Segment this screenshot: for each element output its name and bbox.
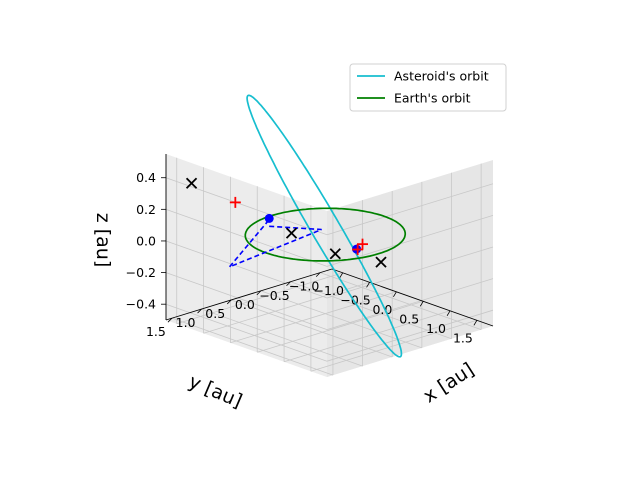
- y-tick-label: 0.5: [205, 306, 225, 321]
- y-tick-label: 0.0: [235, 297, 255, 312]
- grid-lines: [165, 157, 494, 376]
- y-tick-label: 1.0: [176, 315, 196, 330]
- x-axis-label: x [au]: [419, 359, 478, 408]
- marker-x-0: [185, 177, 198, 189]
- marker-plus-5: [357, 238, 369, 250]
- series-line-0: [246, 94, 403, 358]
- y-tick-label: −1.0: [289, 279, 319, 294]
- grid-line-y-floor: [231, 299, 393, 358]
- grid-line-z-back-x: [326, 309, 494, 362]
- grid-line-y-floor: [201, 308, 363, 367]
- grid-line-z-back-y: [165, 303, 328, 362]
- grid-line-y-floor: [260, 290, 422, 349]
- z-tick-labels: −0.4 −0.2 0.0 0.2 0.4: [126, 170, 166, 312]
- x-tick-mark: [419, 301, 424, 307]
- y-tick-label: −0.5: [259, 288, 289, 303]
- x-tick-mark: [339, 272, 344, 279]
- grid-line-z-back-x: [326, 183, 494, 236]
- y-tick-labels: −1.0−0.5 0.0 0.5 1.0 1.5: [146, 272, 321, 339]
- z-tick-label: −0.4: [126, 297, 156, 312]
- grid-line-y-floor: [320, 272, 482, 331]
- axis-lines: [165, 154, 494, 327]
- y-tick-mark: [286, 281, 291, 287]
- grid-line-x-floor: [203, 281, 370, 334]
- back-pane-y: [166, 154, 327, 377]
- grid-line-x-floor: [257, 300, 424, 353]
- x-tick-label: 1.0: [426, 321, 446, 336]
- z-tick-label: 0.4: [136, 170, 156, 185]
- grid-line-z-back-y: [165, 272, 328, 330]
- grid-line-x-floor: [176, 272, 343, 325]
- z-tick-label: 0.0: [136, 233, 156, 248]
- x-tick-mark: [393, 291, 397, 298]
- x-tick-label: 1.5: [453, 330, 473, 345]
- grid-line-z-back-x: [326, 278, 494, 330]
- grid-line-x-floor: [283, 310, 451, 363]
- grid-line-y-floor: [290, 281, 452, 340]
- grid-line-z-back-y: [165, 208, 328, 267]
- x-tick-label: −0.5: [340, 292, 370, 307]
- markers-layer: [185, 177, 387, 268]
- grid-line-z-back-x: [326, 214, 494, 267]
- y-tick-label: 1.5: [146, 324, 166, 339]
- y-tick-mark: [256, 290, 262, 296]
- grid-line-x-floor: [230, 291, 397, 344]
- grid-line-z-back-y: [165, 177, 328, 236]
- grid-line-z-back-y: [165, 240, 328, 299]
- transfer-path-line: [228, 215, 322, 268]
- y-tick-mark: [197, 308, 202, 314]
- z-tick-label: 0.2: [136, 202, 156, 217]
- legend-box: [349, 63, 507, 112]
- y-axis-line: [165, 268, 333, 321]
- legend-label-earth: Earth's orbit: [394, 91, 471, 106]
- legend-label-asteroid: Asteroid's orbit: [394, 69, 489, 84]
- marker-x-1: [329, 248, 341, 260]
- y-tick-mark: [226, 299, 232, 305]
- y-axis-label: y [au]: [185, 370, 245, 412]
- y-tick-mark: [167, 317, 173, 323]
- z-axis-label: z [au]: [92, 213, 114, 268]
- marker-dot-6: [264, 213, 274, 223]
- x-tick-label: −1.0: [314, 283, 344, 298]
- x-tick-mark: [446, 310, 451, 317]
- z-tick-label: −0.2: [126, 265, 156, 280]
- x-tick-mark: [366, 282, 370, 288]
- y-tick-mark: [315, 272, 321, 277]
- grid-line-y-floor: [171, 317, 334, 376]
- x-tick-label: 0.5: [399, 311, 419, 326]
- x-axis-line: [331, 268, 494, 327]
- legend: Asteroid's orbit Earth's orbit: [349, 63, 507, 112]
- marker-x-3: [375, 256, 387, 268]
- x-tick-mark: [473, 320, 478, 326]
- marker-x-2: [285, 227, 298, 239]
- grid-line-z-back-x: [326, 246, 494, 299]
- marker-plus-4: [229, 196, 241, 208]
- x-tick-labels: −1.0−0.50.00.51.01.5: [314, 272, 478, 345]
- marker-plus-8: [352, 243, 364, 255]
- grid-line-x-floor: [310, 319, 478, 372]
